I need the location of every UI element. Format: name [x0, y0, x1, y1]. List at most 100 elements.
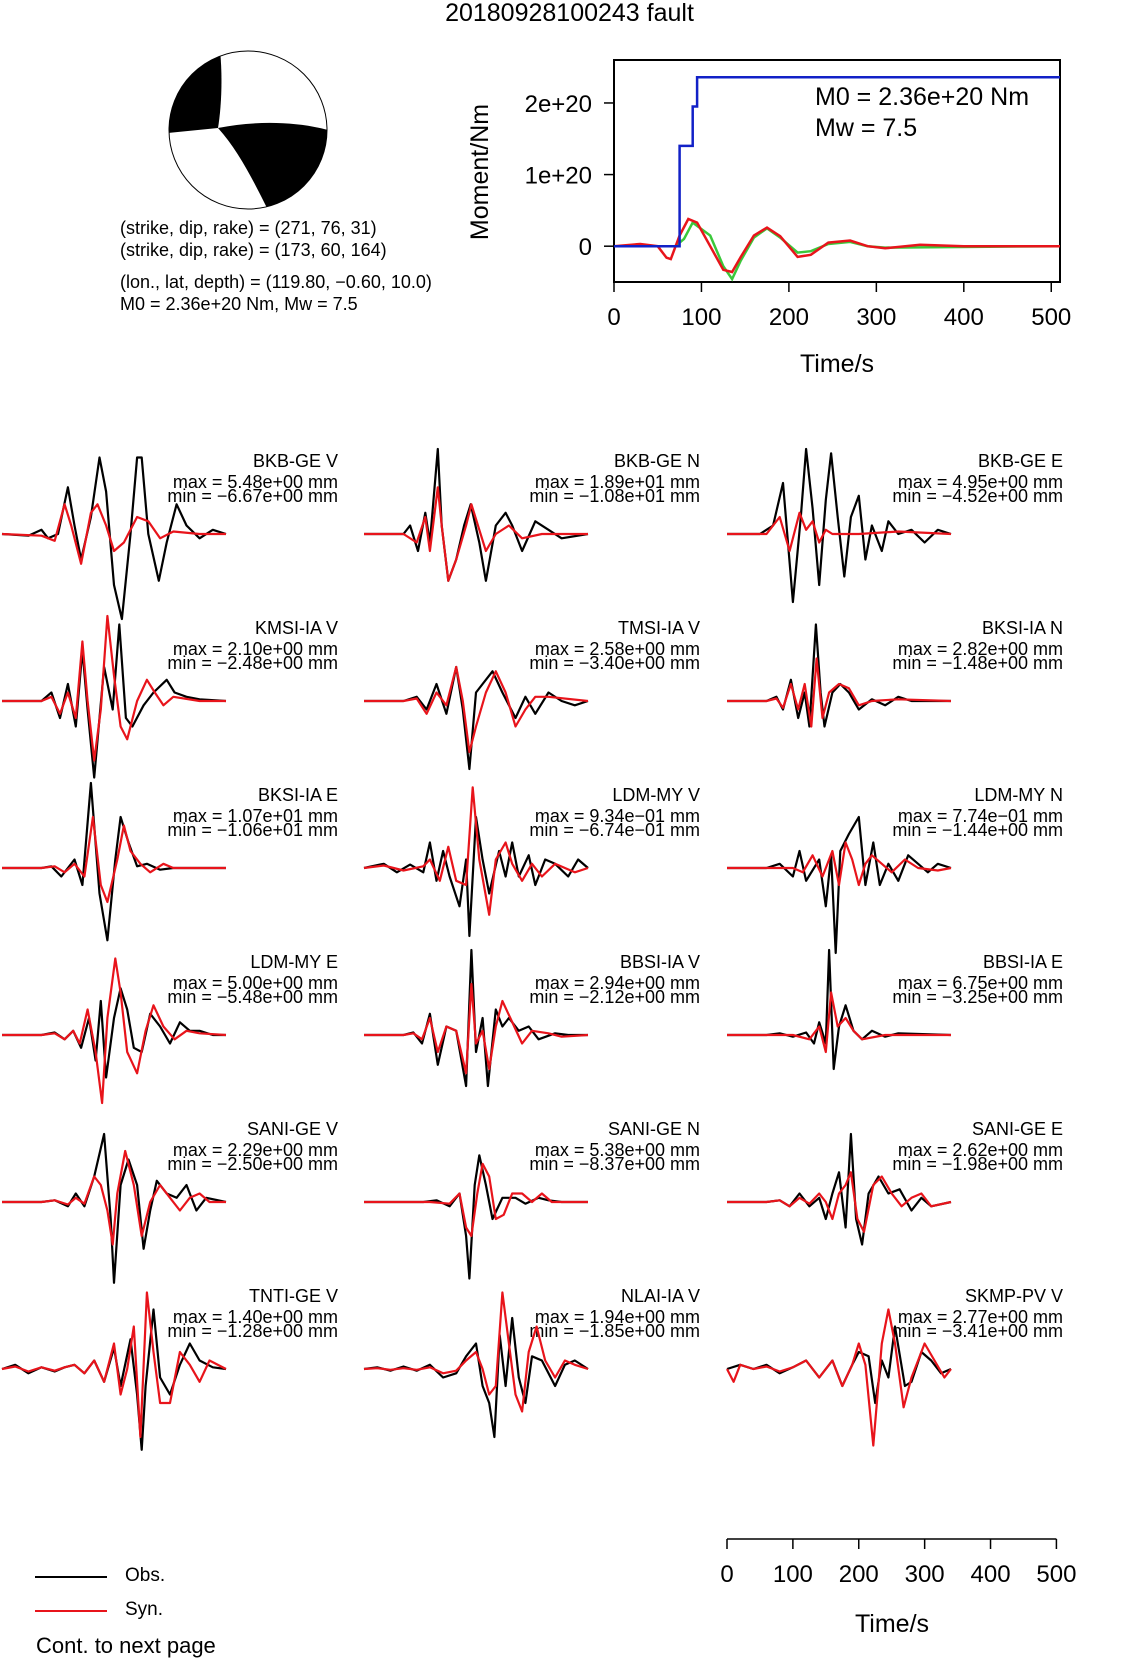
panel-min-label: min = −1.44e+00 mm — [892, 820, 1063, 840]
panel-max-label: max = 7.74e−01 mm — [898, 806, 1063, 826]
moment-y-tick-label: 2e+20 — [525, 91, 592, 118]
panel-syn-trace — [2, 614, 226, 762]
panel-syn-trace — [727, 991, 951, 1054]
panel-min-label: min = −1.98e+00 mm — [892, 1154, 1063, 1174]
panel-syn-trace — [364, 982, 589, 1075]
panel-max-label: max = 2.94e+00 mm — [535, 973, 700, 993]
moment-series-blue — [614, 75, 1060, 248]
panel-min-label: min = −3.41e+00 mm — [892, 1321, 1063, 1341]
panel-syn-trace — [364, 1162, 588, 1238]
moment-x-axis-label: Time/s — [800, 350, 874, 378]
panel-station-label: TMSI-IA V — [618, 618, 700, 638]
location-line: (lon., lat, depth) = (119.80, −0.60, 10.… — [120, 272, 432, 292]
legend-syn-label: Syn. — [125, 1599, 164, 1620]
panel-max-label: max = 2.77e+00 mm — [898, 1307, 1063, 1327]
panel-syn-trace — [364, 665, 589, 754]
panel-max-label: max = 9.34e−01 mm — [535, 806, 700, 826]
panel-min-label: min = −8.37e+00 mm — [529, 1154, 700, 1174]
panel-station-label: BKB-GE V — [253, 451, 338, 471]
panel-syn-trace — [1, 1291, 227, 1439]
waveform-x-tick-label: 0 — [720, 1561, 733, 1588]
panel-syn-trace — [727, 841, 952, 887]
panel-obs-trace — [727, 948, 952, 1071]
legend-syn-line — [35, 1610, 107, 1612]
panel-min-label: min = −1.85e+00 mm — [529, 1321, 700, 1341]
moment-y-axis-label: Moment/Nm — [466, 104, 494, 240]
panel-max-label: max = 2.58e+00 mm — [535, 639, 700, 659]
panel-min-label: min = −3.25e+00 mm — [892, 987, 1063, 1007]
legend-obs-line — [35, 1576, 107, 1578]
panel-obs-trace — [364, 1154, 588, 1280]
panel-obs-trace — [364, 447, 589, 582]
panel-syn-trace — [727, 511, 952, 553]
panel-min-label: min = −4.52e+00 mm — [892, 486, 1063, 506]
panel-syn-trace — [727, 1171, 952, 1233]
panel-station-label: LDM-MY E — [250, 952, 338, 972]
panel-min-label: min = −1.28e+00 mm — [167, 1321, 338, 1341]
panel-syn-trace — [1, 503, 226, 565]
panel-station-label: SANI-GE N — [608, 1119, 700, 1139]
panel-min-label: min = −1.06e+01 mm — [167, 820, 338, 840]
moment-x-tick-label: 300 — [856, 304, 896, 331]
panel-max-label: max = 6.75e+00 mm — [898, 973, 1063, 993]
panel-obs-trace — [364, 665, 589, 771]
panel-max-label: max = 1.94e+00 mm — [535, 1307, 700, 1327]
figure-title: 20180928100243 fault — [445, 0, 694, 27]
panel-syn-trace — [363, 786, 589, 916]
continuation-note: Cont. to next page — [36, 1633, 216, 1658]
panel-max-label: max = 2.62e+00 mm — [898, 1140, 1063, 1160]
moment-plot-frame — [613, 59, 1061, 283]
panel-obs-trace — [2, 781, 226, 942]
panel-station-label: KMSI-IA V — [255, 618, 338, 638]
panel-max-label: max = 4.95e+00 mm — [898, 472, 1063, 492]
panel-station-label: BKB-GE E — [978, 451, 1063, 471]
moment-x-tick-label: 400 — [944, 304, 984, 331]
moment-annotation-m0: M0 = 2.36e+20 Nm — [815, 83, 1029, 111]
panel-min-label: min = −2.12e+00 mm — [529, 987, 700, 1007]
panel-station-label: BKSI-IA E — [258, 785, 338, 805]
moment-y-tick-label: 1e+20 — [525, 163, 592, 190]
panel-max-label: max = 1.89e+01 mm — [535, 472, 700, 492]
panel-min-label: min = −5.48e+00 mm — [167, 987, 338, 1007]
panel-syn-trace — [2, 1149, 226, 1246]
panel-syn-trace — [727, 657, 952, 728]
nodal-plane-2: (strike, dip, rake) = (173, 60, 164) — [120, 240, 387, 260]
panel-max-label: max = 2.10e+00 mm — [173, 639, 338, 659]
moment-x-tick-label: 100 — [681, 304, 721, 331]
panel-station-label: BKB-GE N — [614, 451, 700, 471]
panel-max-label: max = 1.07e+01 mm — [173, 806, 338, 826]
panel-station-label: SANI-GE V — [247, 1119, 338, 1139]
panel-obs-trace — [363, 815, 589, 938]
waveform-x-axis-label: Time/s — [855, 1610, 929, 1638]
panel-station-label: LDM-MY V — [612, 785, 700, 805]
panel-min-label: min = −3.40e+00 mm — [529, 653, 700, 673]
panel-syn-trace — [2, 957, 227, 1105]
nodal-plane-1: (strike, dip, rake) = (271, 76, 31) — [120, 218, 377, 238]
waveform-x-tick-label: 500 — [1036, 1561, 1076, 1588]
moment-annotation-mw: Mw = 7.5 — [815, 114, 917, 142]
moment-y-tick-label: 0 — [579, 234, 592, 261]
moment-line-text: M0 = 2.36e+20 Nm, Mw = 7.5 — [120, 294, 358, 314]
panel-max-label: max = 5.48e+00 mm — [173, 472, 338, 492]
panel-station-label: SANI-GE E — [972, 1119, 1063, 1139]
panel-min-label: min = −1.08e+01 mm — [529, 486, 700, 506]
waveform-x-tick-label: 200 — [839, 1561, 879, 1588]
moment-line: M0 = 2.36e+20 Nm, Mw = 7.5 — [120, 294, 358, 314]
panel-obs-trace — [727, 447, 952, 604]
panel-station-label: TNTI-GE V — [249, 1286, 338, 1306]
panel-max-label: max = 2.29e+00 mm — [173, 1140, 338, 1160]
waveform-x-tick-label: 400 — [971, 1561, 1011, 1588]
panel-syn-trace — [2, 815, 226, 904]
panel-min-label: min = −6.67e+00 mm — [167, 486, 338, 506]
panel-min-label: min = −6.74e−01 mm — [529, 820, 700, 840]
panel-station-label: BKSI-IA N — [982, 618, 1063, 638]
panel-min-label: min = −2.48e+00 mm — [167, 653, 338, 673]
panel-obs-trace — [364, 948, 588, 1088]
panel-station-label: BBSI-IA V — [620, 952, 700, 972]
panel-max-label: max = 5.38e+00 mm — [535, 1140, 700, 1160]
panel-station-label: SKMP-PV V — [965, 1286, 1063, 1306]
waveform-x-tick-label: 100 — [773, 1561, 813, 1588]
moment-x-tick-label: 200 — [769, 304, 809, 331]
moment-series-red — [613, 217, 1060, 274]
